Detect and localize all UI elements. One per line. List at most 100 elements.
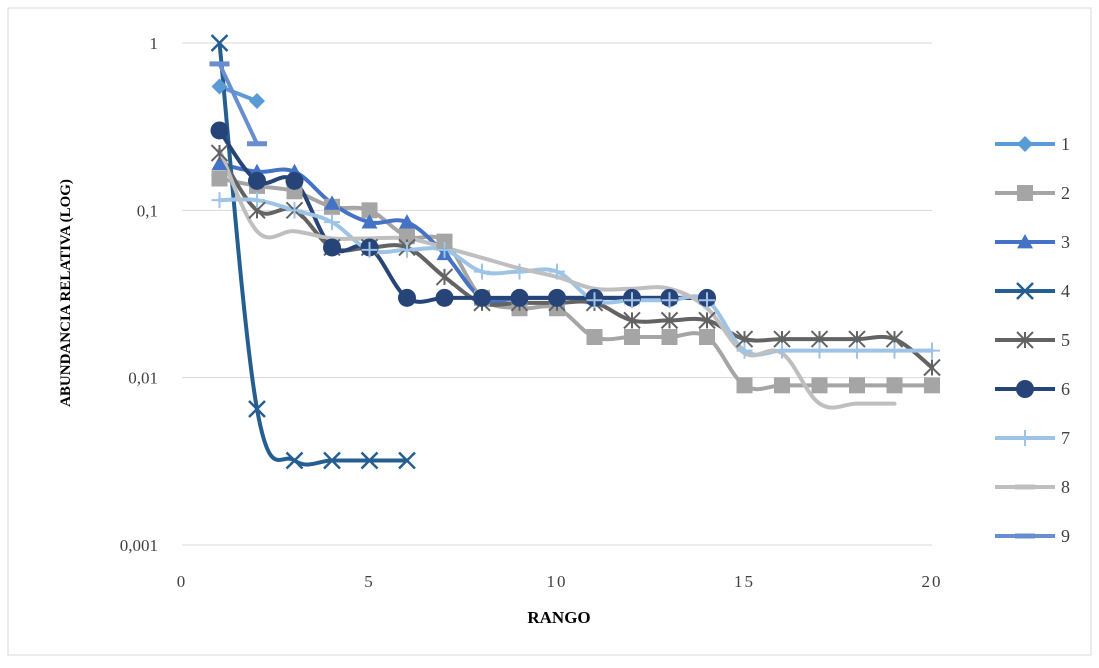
series-4-point bbox=[360, 451, 379, 470]
series-7-point bbox=[586, 292, 603, 309]
series-4-point bbox=[210, 34, 229, 52]
series-7-point bbox=[249, 192, 265, 209]
series-4-point bbox=[285, 451, 304, 470]
series-7-point bbox=[699, 292, 715, 309]
series-2-point bbox=[361, 202, 378, 219]
legend-label: 7 bbox=[1061, 428, 1070, 448]
legend-item-9: 9 bbox=[995, 526, 1070, 546]
series-5-point bbox=[923, 358, 941, 377]
legend-label: 8 bbox=[1061, 477, 1070, 497]
y-tick-label: 0,001 bbox=[120, 536, 158, 555]
legend-label: 9 bbox=[1061, 526, 1070, 546]
series-7-point bbox=[886, 342, 903, 359]
series-2-point bbox=[624, 328, 640, 345]
series-7-point bbox=[211, 192, 228, 209]
series-7-point bbox=[436, 241, 453, 258]
legend-marker bbox=[1017, 234, 1033, 249]
series-7-point bbox=[811, 342, 828, 359]
series-7-point bbox=[399, 241, 415, 258]
legend-item-7: 7 bbox=[995, 428, 1070, 448]
legend-marker bbox=[1017, 185, 1033, 201]
legend-item-6: 6 bbox=[995, 379, 1070, 399]
legend-item-5: 5 bbox=[995, 330, 1070, 350]
series-4-point bbox=[323, 451, 341, 470]
series-7-point bbox=[624, 292, 640, 309]
series-7-point bbox=[661, 292, 678, 309]
series-2-point bbox=[774, 377, 790, 394]
series-6-point bbox=[435, 288, 454, 307]
legend-item-1: 1 bbox=[995, 134, 1070, 154]
series-6-point bbox=[473, 288, 491, 307]
x-tick-label: 5 bbox=[364, 572, 375, 591]
x-tick-label: 15 bbox=[734, 572, 755, 591]
y-axis-label: ABUNDANCIA RELATIVA (LOG) bbox=[58, 179, 74, 407]
series-6-point bbox=[285, 171, 304, 190]
series-5-point bbox=[210, 144, 229, 162]
series-7-point bbox=[549, 263, 565, 280]
legend-item-4: 4 bbox=[995, 281, 1070, 301]
series-3-point bbox=[361, 214, 378, 229]
legend-marker bbox=[1016, 380, 1034, 398]
series-7-point bbox=[474, 263, 490, 280]
series-4-point bbox=[398, 451, 416, 470]
series-9-point bbox=[247, 141, 267, 147]
series-2-point bbox=[924, 377, 940, 394]
y-tick-label: 1 bbox=[150, 34, 159, 53]
series-4-point bbox=[248, 400, 266, 418]
series-7-point bbox=[849, 342, 865, 359]
x-axis-label: RANGO bbox=[527, 608, 590, 627]
y-tick-label: 0,1 bbox=[137, 201, 158, 220]
series-7-point bbox=[511, 263, 528, 280]
series-5-point bbox=[623, 311, 641, 330]
legend-marker bbox=[1016, 282, 1034, 300]
series-9-line bbox=[217, 61, 259, 146]
legend-label: 6 bbox=[1061, 379, 1070, 399]
x-tick-label: 10 bbox=[547, 572, 568, 591]
legend-marker bbox=[1017, 136, 1033, 152]
series-3-point bbox=[399, 214, 415, 229]
legend-item-3: 3 bbox=[995, 232, 1070, 252]
series-5-point bbox=[698, 311, 716, 330]
series-2-point bbox=[736, 377, 753, 394]
series-2-point bbox=[811, 377, 828, 394]
legend-item-8: 8 bbox=[995, 477, 1070, 497]
series-1-point bbox=[249, 93, 265, 110]
series-markers bbox=[209, 34, 941, 470]
series-5-point bbox=[660, 311, 679, 330]
series-2-point bbox=[211, 170, 228, 187]
series-6-point bbox=[323, 238, 341, 257]
series-2-point bbox=[399, 228, 415, 245]
x-tick-label: 20 bbox=[922, 572, 943, 591]
legend-marker bbox=[1016, 331, 1034, 349]
series-9-point bbox=[209, 61, 230, 67]
series-6-point bbox=[398, 288, 416, 307]
series-7-point bbox=[774, 342, 790, 359]
series-1-point bbox=[211, 78, 228, 95]
series-7-point bbox=[361, 241, 378, 258]
legend: 1 2 3 4 5 6 7 8 9 bbox=[995, 134, 1070, 546]
series-3-point bbox=[211, 155, 228, 171]
series-2-point bbox=[436, 233, 453, 250]
x-tick-label: 0 bbox=[177, 572, 188, 591]
series-7-point bbox=[736, 342, 753, 359]
legend-item-2: 2 bbox=[995, 183, 1070, 203]
series-7-point bbox=[924, 342, 940, 359]
series-2-point bbox=[661, 328, 678, 345]
y-tick-label: 0,01 bbox=[128, 369, 158, 388]
series-7-point bbox=[286, 202, 303, 219]
legend-marker bbox=[1017, 430, 1033, 446]
series-6-point bbox=[510, 288, 529, 307]
series-5-point bbox=[435, 268, 454, 286]
series-2-point bbox=[699, 328, 715, 345]
legend-label: 5 bbox=[1061, 330, 1070, 350]
series-6-point bbox=[248, 171, 266, 190]
legend-label: 1 bbox=[1061, 134, 1070, 154]
x-tick-labels: 0 5 10 15 20 bbox=[177, 572, 943, 591]
chart-border bbox=[7, 7, 1092, 656]
legend-marker bbox=[1015, 484, 1035, 490]
legend-label: 4 bbox=[1061, 281, 1070, 301]
series-2-point bbox=[586, 328, 603, 345]
series-6-point bbox=[548, 288, 566, 307]
